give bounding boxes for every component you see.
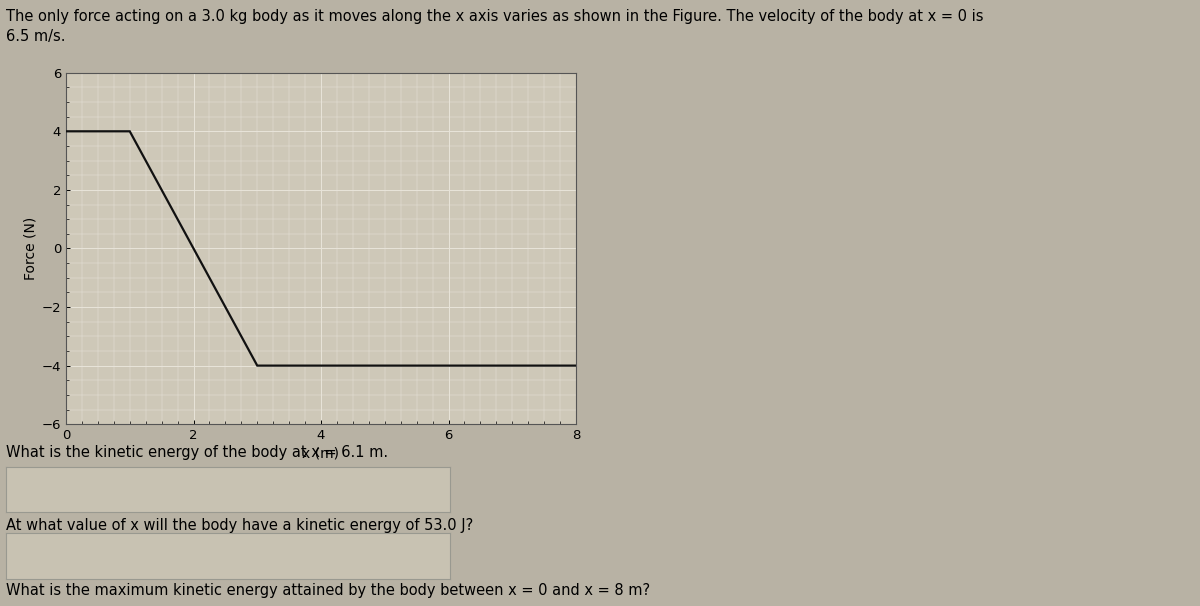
Text: At what value of x will the body have a kinetic energy of 53.0 J?: At what value of x will the body have a … — [6, 518, 473, 533]
Text: What is the maximum kinetic energy attained by the body between x = 0 and x = 8 : What is the maximum kinetic energy attai… — [6, 583, 650, 598]
Text: 6.5 m/s.: 6.5 m/s. — [6, 29, 66, 44]
Text: What is the kinetic energy of the body at x = 6.1 m.: What is the kinetic energy of the body a… — [6, 445, 388, 461]
Y-axis label: Force (N): Force (N) — [23, 217, 37, 280]
X-axis label: x (m): x (m) — [302, 446, 340, 460]
Text: The only force acting on a 3.0 kg body as it moves along the x axis varies as sh: The only force acting on a 3.0 kg body a… — [6, 9, 984, 24]
